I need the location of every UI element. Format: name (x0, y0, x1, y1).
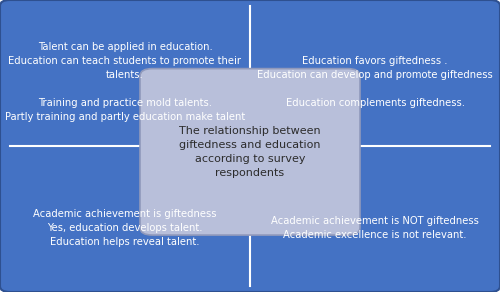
FancyBboxPatch shape (140, 69, 360, 235)
Text: The relationship between
giftedness and education
according to survey
respondent: The relationship between giftedness and … (179, 126, 321, 178)
Text: Talent can be applied in education.
Education can teach students to promote thei: Talent can be applied in education. Educ… (5, 42, 245, 122)
Text: Academic achievement is NOT giftedness
Academic excellence is not relevant.: Academic achievement is NOT giftedness A… (271, 216, 479, 240)
Text: Education favors giftedness .
Education can develop and promote giftedness

Educ: Education favors giftedness . Education … (257, 56, 493, 108)
Text: Academic achievement is giftedness
Yes, education develops talent.
Education hel: Academic achievement is giftedness Yes, … (33, 209, 217, 247)
